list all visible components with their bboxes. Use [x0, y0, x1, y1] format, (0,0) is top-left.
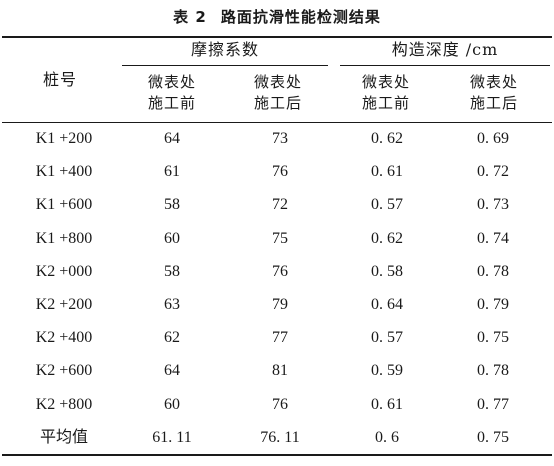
- cell-friction-before: 58: [164, 196, 180, 214]
- friction-subrule: [122, 65, 328, 66]
- cell-stake: K2 +000: [35, 262, 93, 280]
- cell-friction-after: 76. 11: [260, 428, 300, 446]
- cell-stake: K1 +800: [35, 229, 93, 247]
- bottom-rule: [2, 454, 552, 456]
- header-texture-after-line1: 微表处: [469, 73, 518, 91]
- cell-stake: K2 +400: [35, 329, 93, 347]
- cell-friction-after: 73: [272, 130, 288, 147]
- cell-stake: K2 +200: [35, 296, 93, 313]
- cell-friction-before: 63: [164, 296, 180, 313]
- header-rule: [2, 122, 552, 123]
- cell-texture-before: 0. 58: [371, 262, 403, 280]
- cell-texture-after: 0. 75: [477, 329, 509, 347]
- cell-friction-after: 79: [272, 296, 288, 313]
- cell-texture-after: 0. 69: [477, 130, 509, 147]
- header-stake: 桩号: [42, 70, 77, 89]
- cell-texture-before: 0. 61: [371, 163, 403, 181]
- header-friction: 摩擦系数: [190, 40, 259, 59]
- cell-friction-after: 75: [272, 229, 288, 247]
- cell-friction-after: 77: [272, 329, 288, 347]
- cell-texture-after: 0. 74: [477, 229, 509, 247]
- table-title: 路面抗滑性能检测结果: [220, 8, 381, 26]
- cell-friction-before: 62: [164, 329, 180, 347]
- cell-friction-before: 61: [164, 163, 180, 181]
- cell-texture-before: 0. 57: [371, 196, 403, 214]
- cell-friction-after: 76: [272, 262, 288, 280]
- cell-friction-after: 72: [272, 196, 288, 214]
- table-number: 表 2: [173, 8, 207, 26]
- cell-friction-before: 58: [164, 262, 180, 280]
- cell-texture-before: 0. 62: [371, 229, 403, 247]
- top-rule: [2, 36, 552, 38]
- header-friction-after-line2: 施工后: [253, 94, 302, 112]
- cell-friction-after: 76: [272, 395, 288, 413]
- cell-friction-before: 60: [164, 229, 180, 247]
- cell-stake: K1 +600: [35, 196, 93, 214]
- cell-texture-after: 0. 77: [477, 395, 509, 413]
- cell-texture-after: 0. 73: [477, 196, 509, 214]
- cell-texture-before: 0. 61: [371, 395, 403, 413]
- header-friction-after-line1: 微表处: [253, 73, 302, 91]
- cell-stake: 平均值: [39, 428, 88, 446]
- header-texture: 构造深度 /cm: [391, 40, 499, 59]
- cell-texture-before: 0. 6: [375, 428, 399, 446]
- cell-stake: K2 +600: [35, 362, 93, 380]
- cell-texture-after: 0. 79: [477, 296, 509, 313]
- cell-texture-after: 0. 72: [477, 163, 509, 181]
- header-texture-before-line2: 施工前: [361, 94, 410, 112]
- header-friction-before-line2: 施工前: [147, 94, 196, 112]
- cell-stake: K1 +200: [35, 130, 93, 147]
- header-texture-after-line2: 施工后: [469, 94, 518, 112]
- cell-texture-after: 0. 78: [477, 262, 509, 280]
- texture-subrule: [340, 65, 550, 66]
- header-friction-before-line1: 微表处: [147, 73, 196, 91]
- cell-friction-before: 61. 11: [152, 428, 192, 446]
- cell-friction-before: 64: [164, 362, 180, 380]
- cell-friction-before: 60: [164, 395, 180, 413]
- cell-texture-after: 0. 78: [477, 362, 509, 380]
- cell-friction-before: 64: [164, 130, 180, 147]
- cell-texture-before: 0. 57: [371, 329, 403, 347]
- cell-friction-after: 81: [272, 362, 288, 380]
- cell-texture-before: 0. 62: [371, 130, 403, 147]
- cell-stake: K2 +800: [35, 395, 93, 413]
- cell-stake: K1 +400: [35, 163, 93, 181]
- table-caption: 表 2 路面抗滑性能检测结果: [0, 6, 554, 27]
- cell-friction-after: 76: [272, 163, 288, 181]
- cell-texture-before: 0. 64: [371, 296, 403, 313]
- header-texture-before-line1: 微表处: [361, 73, 410, 91]
- cell-texture-before: 0. 59: [371, 362, 403, 380]
- cell-texture-after: 0. 75: [477, 428, 509, 446]
